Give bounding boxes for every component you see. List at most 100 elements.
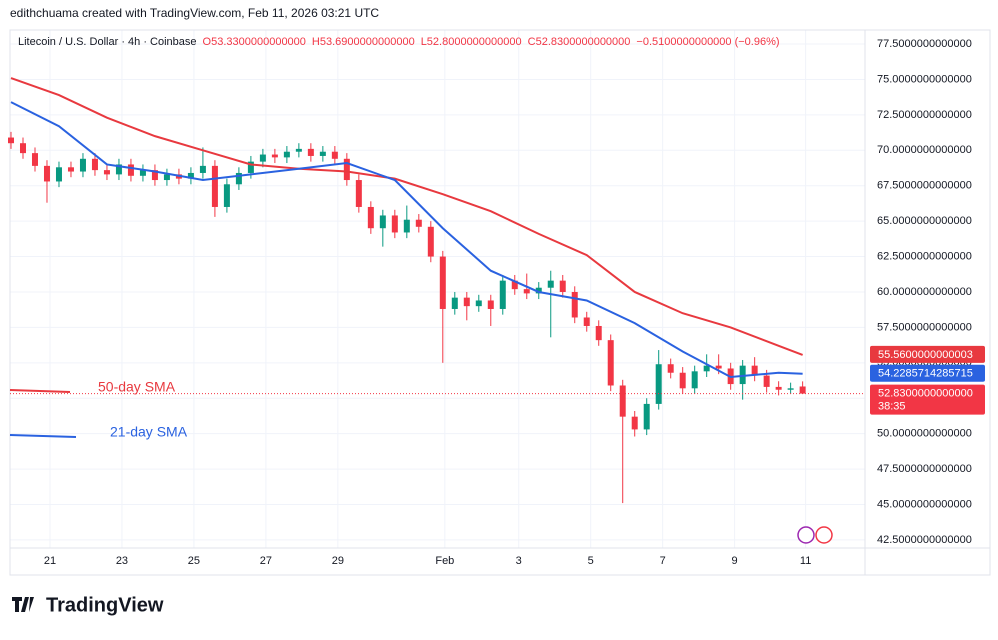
candle-body (139, 170, 146, 176)
candle-body (8, 137, 14, 144)
y-tick-label: 75.0000000000000 (877, 73, 972, 85)
candle-body (259, 154, 266, 162)
x-tick-label: 5 (588, 555, 594, 567)
candle-body (607, 340, 614, 386)
legend-swatch (9, 434, 77, 438)
candle-body (79, 158, 86, 172)
candle-body (487, 300, 494, 309)
ohlc-close: C52.8300000000000 (528, 36, 631, 48)
candle-body (739, 365, 746, 385)
x-tick-label: 23 (116, 555, 128, 567)
legend-swatch (9, 389, 71, 393)
price-badge (870, 364, 985, 382)
flag-icon[interactable] (815, 526, 833, 544)
candle-body (247, 161, 254, 173)
x-tick-label: 25 (188, 555, 200, 567)
y-tick-label: 67.5000000000000 (877, 180, 972, 192)
price-badge-label: 54.2285714285715 (878, 368, 973, 380)
candle-body (703, 365, 710, 372)
candle-body (523, 289, 530, 294)
y-tick-label: 45.0000000000000 (877, 498, 972, 510)
candle-body (715, 365, 722, 369)
candle-body (199, 165, 206, 173)
x-tick-label: 7 (660, 555, 666, 567)
credit: edithchuama created with TradingView.com… (10, 6, 379, 20)
candle-body (43, 165, 50, 182)
candle-body (151, 170, 158, 181)
candle-body (31, 153, 38, 166)
candle-body (775, 386, 782, 390)
y-tick-label: 57.5000000000000 (877, 321, 972, 333)
candle-body (319, 151, 326, 156)
candle-body (667, 364, 674, 373)
x-tick-label: 11 (800, 555, 811, 567)
candle-body (451, 297, 458, 309)
candle-body (307, 148, 314, 156)
candle-body (391, 215, 398, 233)
candle-body (595, 325, 602, 341)
candle-body (643, 403, 650, 430)
ohlc-open: O53.3300000000000 (203, 36, 306, 48)
countdown: 38:35 (878, 400, 906, 412)
price-badge-label: 55.5600000000003 (878, 349, 973, 361)
candle-body (631, 416, 638, 430)
y-tick-label: 70.0000000000000 (877, 144, 972, 156)
symbol-name: Litecoin / U.S. Dollar · 4h · Coinbase (18, 36, 197, 48)
candle-body (223, 184, 230, 207)
brand: TradingView (46, 594, 164, 616)
x-tick-label: 9 (732, 555, 738, 567)
candle-body (367, 206, 374, 229)
y-tick-label: 50.0000000000000 (877, 428, 972, 440)
candle-body (211, 165, 218, 207)
event-icon[interactable] (797, 526, 815, 544)
candle-body (379, 215, 386, 229)
candle-body (619, 385, 626, 417)
candle-body (127, 164, 134, 176)
sma-line (10, 77, 803, 356)
candle-body (655, 364, 662, 404)
sma-line (10, 101, 803, 379)
y-tick-label: 62.5000000000000 (877, 250, 972, 262)
x-tick-label: 21 (44, 555, 56, 567)
y-tick-label: 60.0000000000000 (877, 286, 972, 298)
y-tick-label: 72.5000000000000 (877, 109, 972, 121)
candle-body (583, 317, 590, 326)
candle-body (271, 154, 278, 158)
price-badge (870, 345, 985, 363)
candle-body (19, 143, 26, 154)
candle-body (283, 151, 290, 158)
y-tick-label: 77.5000000000000 (877, 38, 972, 50)
candle-body (691, 371, 698, 389)
candle-body (463, 297, 470, 307)
ohlc-high: H53.6900000000000 (312, 36, 415, 48)
candle-body (799, 386, 806, 394)
candle-body (427, 226, 434, 257)
legend-label: 50-day SMA (98, 379, 176, 395)
candle-body (547, 280, 554, 288)
ohlc-low: L52.8000000000000 (421, 36, 522, 48)
candle-body (763, 375, 770, 387)
candle-body (511, 280, 518, 290)
candle-body (187, 172, 194, 179)
candle-body (403, 219, 410, 233)
candle-body (787, 388, 794, 390)
price-badge-label: 52.8300000000000 (878, 387, 973, 399)
ohlc-change: −0.5100000000000 (−0.96%) (636, 36, 779, 48)
candle-body (475, 300, 482, 307)
candle-body (103, 170, 110, 175)
symbol: Litecoin / U.S. Dollar · 4h · Coinbase O5… (18, 36, 780, 48)
y-tick-label: 47.5000000000000 (877, 463, 972, 475)
candle-body (91, 158, 98, 171)
candle-body (163, 174, 170, 181)
candle-body (331, 151, 338, 159)
plot (10, 30, 865, 548)
candle-body (439, 256, 446, 309)
x-tick-label: Feb (435, 555, 454, 567)
logo (12, 597, 34, 612)
candle-body (115, 164, 122, 175)
candle-body (571, 291, 578, 318)
candle-body (295, 148, 302, 152)
candle-body (751, 365, 758, 376)
price-badge (870, 384, 985, 415)
